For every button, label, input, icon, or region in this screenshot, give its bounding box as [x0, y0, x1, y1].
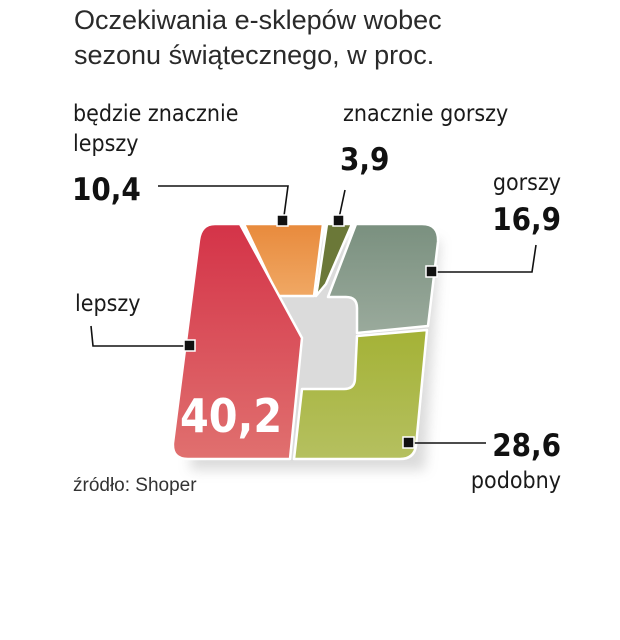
slice-podobny [292, 328, 429, 461]
slice-gorszy [326, 222, 440, 335]
label-znacznie-lepszy-1: będzie znacznie [73, 101, 238, 127]
chart-title-line-1: Oczekiwania e-sklepów wobec [74, 5, 442, 35]
value-gorszy: 16,9 [492, 202, 561, 238]
leader-line-gorszy [436, 244, 537, 273]
value-lepszy: 40,2 [180, 389, 282, 443]
label-znacznie-gorszy: znacznie gorszy [343, 101, 508, 127]
value-znacznie-lepszy: 10,4 [72, 172, 141, 208]
leader-line-znacznie-gorszy [338, 189, 346, 219]
slice-znacznie-gorszy [314, 222, 354, 298]
marker-znacznie-gorszy [332, 214, 345, 227]
leader-lines [90, 185, 537, 444]
leader-markers [183, 214, 438, 449]
marker-gorszy [425, 265, 438, 278]
label-lepszy: lepszy [75, 291, 141, 317]
leader-line-znacznie-lepszy [158, 185, 289, 217]
marker-podobny [402, 436, 415, 449]
leader-line-lepszy [90, 325, 190, 347]
slice-lepszy [171, 222, 304, 461]
label-znacznie-lepszy-2: lepszy [73, 131, 139, 157]
chart-title-line-2: sezonu świątecznego, w proc. [74, 40, 434, 70]
label-gorszy: gorszy [493, 170, 561, 196]
source-note: źródło: Shoper [73, 475, 197, 496]
marker-lepszy [183, 339, 196, 352]
label-podobny: podobny [471, 468, 561, 494]
value-znacznie-gorszy: 3,9 [340, 142, 389, 178]
marker-znacznie-lepszy [276, 214, 289, 227]
value-podobny: 28,6 [492, 428, 561, 464]
